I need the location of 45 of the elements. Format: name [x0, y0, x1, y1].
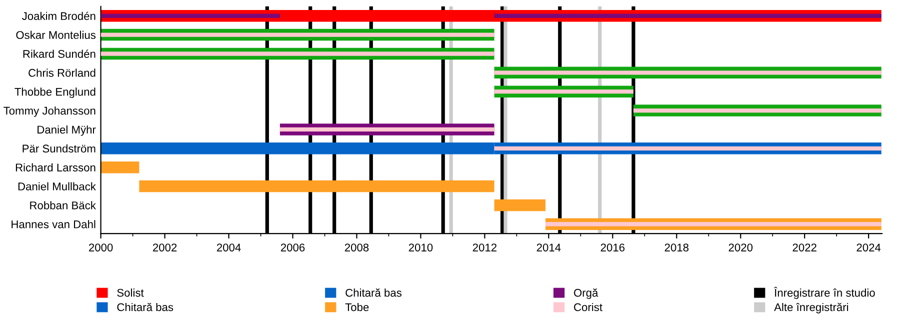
x-tick-label: 2016 — [600, 244, 625, 252]
y-tick-label: Chris Rörland — [28, 68, 96, 77]
legend-label: Alte înregistrări — [774, 302, 848, 314]
bar — [494, 14, 882, 18]
x-tick-label: 2024 — [856, 244, 881, 252]
x-tick-label: 2002 — [152, 244, 177, 252]
x-tick-label: 2000 — [89, 244, 113, 252]
y-tick-label: Richard Larsson — [16, 163, 96, 172]
bar — [100, 161, 140, 174]
x-tick-label: 2006 — [280, 244, 305, 252]
legend-label: Chitară bas — [346, 288, 402, 297]
x-tick-label: 2014 — [536, 244, 561, 252]
x-tick-label: 2010 — [408, 244, 433, 252]
x-tick-label: 2018 — [664, 244, 688, 252]
y-tick-label: Oskar Montelius — [16, 30, 96, 39]
bar — [494, 146, 882, 150]
bar — [545, 222, 882, 226]
legend-label: Chitară bas — [117, 302, 174, 312]
legend-label: Înregistrare în studio — [774, 286, 875, 299]
bar — [633, 108, 882, 113]
legend-label: Solist — [117, 288, 144, 297]
y-tick-label: Tommy Johansson — [4, 106, 96, 117]
bar — [494, 90, 634, 94]
bar — [100, 52, 494, 56]
y-tick-label: Joakim Brodén — [22, 12, 96, 20]
y-tick-label: Robban Bäck — [30, 201, 96, 210]
y-tick-label: Daniel Mÿhr — [38, 125, 96, 136]
y-tick-label: Pär Sundström — [22, 144, 96, 153]
legend-label: Orgă — [574, 288, 598, 299]
bar — [494, 70, 882, 75]
x-tick-label: 2020 — [728, 244, 753, 252]
legend-label: Corist — [574, 302, 602, 312]
y-tick-label: Thobbe Englund — [14, 88, 96, 98]
x-tick-label: 2004 — [216, 244, 241, 252]
x-tick-label: 2022 — [792, 244, 816, 252]
bar — [100, 32, 494, 37]
bar — [494, 199, 546, 212]
y-tick-label: Rikard Sundén — [23, 50, 96, 58]
bar — [139, 180, 494, 192]
x-tick-label: 2008 — [344, 244, 369, 252]
y-tick-label: Hannes van Dahl — [12, 220, 96, 228]
bar — [280, 127, 494, 132]
x-tick-label: 2012 — [472, 244, 496, 252]
y-tick-label: Daniel Mullback — [18, 182, 96, 190]
legend-label: Tobe — [345, 302, 369, 312]
